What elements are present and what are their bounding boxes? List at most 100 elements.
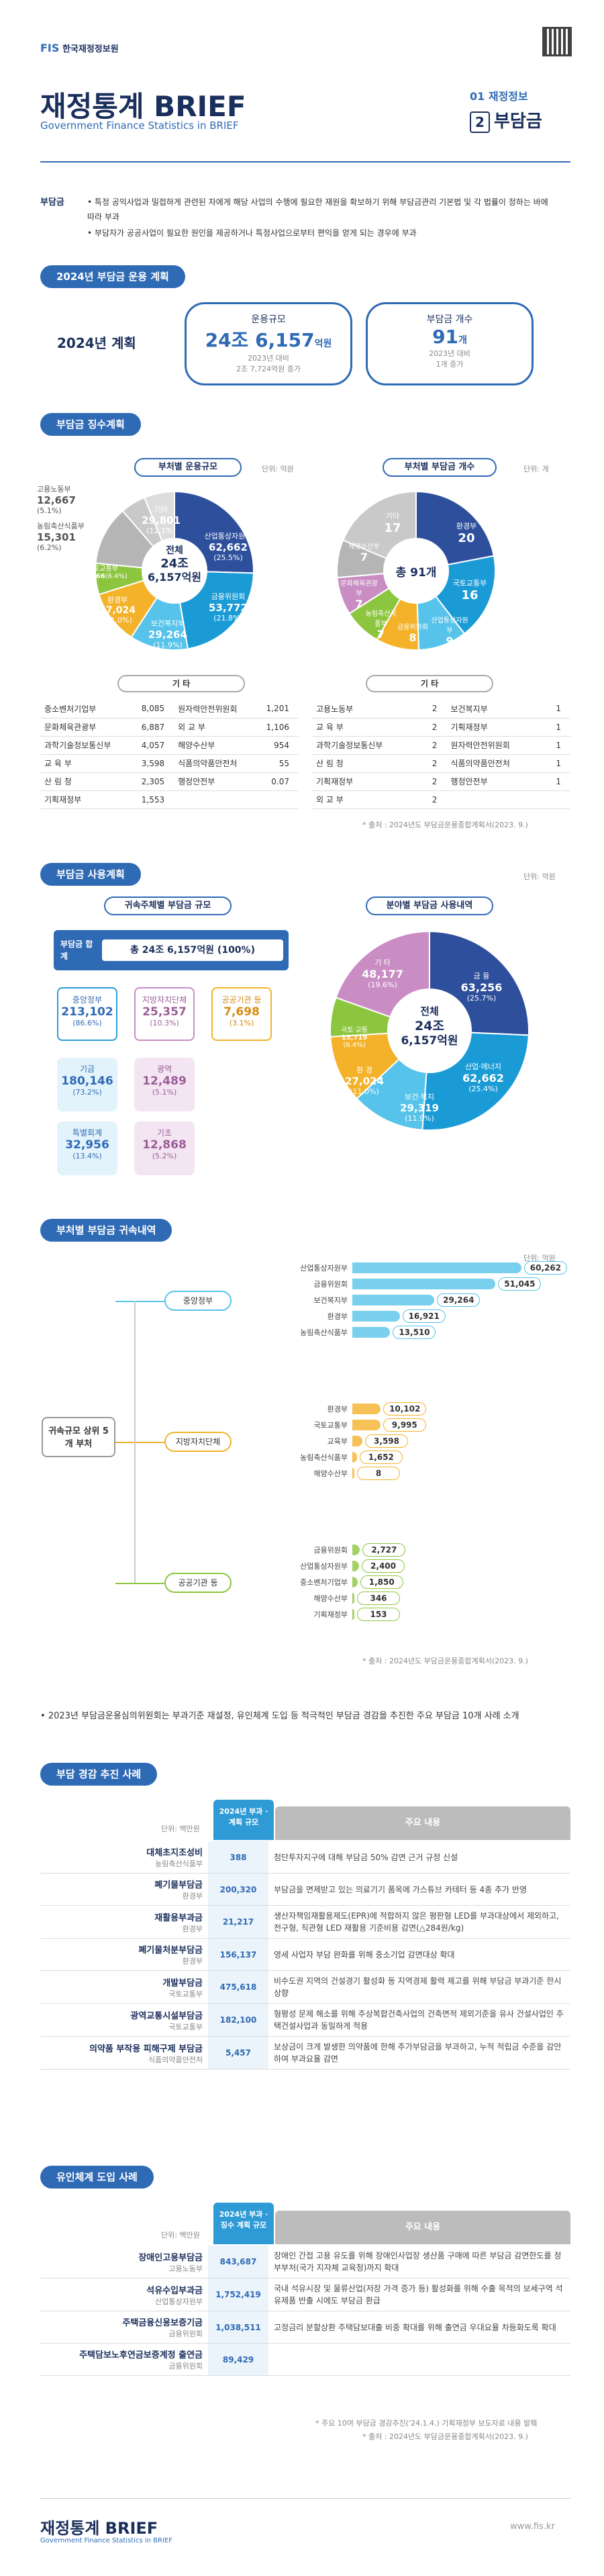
ministry-group-label: 지방자치단체 (164, 1432, 232, 1452)
etc-table-row: 과학기술정보통신부 2 원자력안전위원회 1 (312, 736, 570, 755)
case-value: 21,217 (208, 1905, 268, 1939)
case-name: 의약품 부작용 피해구제 부담금 식품의약품안전처 (40, 2036, 208, 2070)
case-ministry: 금융위원회 (168, 2362, 203, 2371)
etc-table-cell: 기획재정부 (312, 772, 420, 791)
plan-scale-label: 운용규모 (251, 314, 286, 325)
org-logo: FIS 한국재정정보원 (40, 42, 119, 54)
etc-table-row: 문화체육관광부 6,887 외 교 부 1,106 (40, 718, 299, 737)
ministry-bar (352, 1609, 354, 1620)
case-ministry: 국토교통부 (168, 2022, 203, 2031)
case-name: 주택금융신용보증기금 금융위원회 (40, 2311, 208, 2344)
ministry-bar (352, 1452, 357, 1463)
collection-right-unit: 단위: 개 (523, 465, 549, 473)
etc-table-cell: 2 (419, 772, 447, 791)
case-value: 388 (208, 1841, 268, 1874)
left-pie-slice (179, 571, 254, 650)
case-name: 재활용부과금 환경부 (40, 1905, 208, 1939)
left-etc-table: 중소벤처기업부 8,085 원자력안전위원회 1,201 문화체육관광부 6,887 외 교… (40, 700, 299, 809)
left-label-land: 국토교통부 15,666(6.4%) (79, 565, 128, 580)
ministry-bar-value: 2,727 (362, 1543, 406, 1557)
right-pie-center: 총 91개 (395, 566, 437, 580)
case-ministry: 환경부 (182, 1924, 203, 1933)
usage-donut-slice (429, 930, 530, 1036)
ministry-bar-label: 농림축산식품부 (300, 1328, 348, 1337)
etc-table-cell: 산 림 청 (40, 772, 130, 791)
etc-table-cell: 0.07 (254, 772, 299, 791)
etc-table-cell: 고용노동부 (312, 700, 420, 719)
ministry-bar-value: 60,262 (523, 1261, 567, 1275)
page-title: 재정통계 BRIEF (40, 90, 246, 123)
case-desc: 생산자책임재활용제도(EPR)에 적합하지 않은 평판형 LED를 부과대상에서… (268, 1905, 570, 1939)
etc-table-cell: 외 교 부 (174, 718, 255, 737)
incentive-source: * 출처 : 2024년도 부담금운용종합계획서(2023. 9.) (362, 2432, 528, 2441)
right-label-culture: 문화체육관광부 7 (340, 580, 378, 610)
usage-public-box: 공공기관 등 7,698 (3.1%) (211, 987, 272, 1041)
donut-label-welfare: 보건·복지 29,319 (11.9%) (400, 1093, 439, 1123)
section-ministry-title: 부처별 부담금 귀속내역 (40, 1219, 172, 1242)
case-name: 폐기물부담금 환경부 (40, 1873, 208, 1906)
case-row: 의약품 부작용 피해구제 부담금 식품의약품안전처 5,457 보상금이 크게 발생한… (40, 2036, 570, 2070)
collection-right-pie (336, 490, 496, 651)
case-name: 대체초지조성비 농림축산식품부 (40, 1841, 208, 1874)
ministry-group-label: 중앙정부 (164, 1291, 232, 1311)
case-row: 주택담보노후연금보증계정 출연금 금융위원회 89,429 (40, 2343, 570, 2376)
case-ministry: 환경부 (182, 1957, 203, 1966)
etc-table-cell: 산 림 청 (312, 754, 420, 773)
etc-table-cell: 1 (544, 718, 570, 737)
case-row: 재활용부과금 환경부 21,217 생산자책임재활용제도(EPR)에 적합하지 않은 … (40, 1905, 570, 1939)
ministry-bar (352, 1593, 354, 1604)
etc-table-cell: 보건복지부 (446, 700, 544, 719)
ministry-bar-label: 환경부 (327, 1405, 348, 1414)
case-ministry: 농림축산식품부 (155, 1859, 203, 1868)
plan-scale-note: 2023년 대비 2조 7,724억원 증가 (236, 354, 301, 373)
case-value: 182,100 (208, 2003, 268, 2037)
footer-url-link[interactable]: www.fis.kr (510, 2522, 555, 2532)
etc-table-cell (174, 790, 255, 809)
case-ministry: 환경부 (182, 1892, 203, 1900)
usage-right-title: 분야별 부담금 사용내역 (366, 896, 493, 915)
usage-unit: 단위: 억원 (523, 872, 556, 881)
right-label-agri: 농림축산식품부 7 (365, 610, 397, 641)
right-label-environment: 환경부 20 (456, 522, 477, 545)
etc-table-cell (446, 790, 544, 809)
incentive-col-desc: 주요 내용 (275, 2211, 570, 2244)
etc-table-cell: 55 (254, 754, 299, 773)
plan-count-card: 부담금 개수 91개 2023년 대비 1개 증가 (366, 302, 534, 385)
etc-table-cell: 1 (544, 772, 570, 791)
case-value: 1,038,511 (208, 2311, 268, 2344)
etc-table-cell: 954 (254, 736, 299, 755)
ministry-bar (352, 1295, 435, 1305)
ministry-bar-value: 16,921 (402, 1309, 446, 1323)
etc-table-cell: 6,887 (130, 718, 174, 737)
reduction-unit: 단위: 백만원 (161, 1825, 200, 1833)
left-label-finance: 금융위원회 53,772 (21.8%) (209, 592, 248, 623)
case-value: 89,429 (208, 2343, 268, 2376)
plan-count-value: 91개 (432, 326, 467, 348)
issue-title: 부담금 (494, 111, 542, 132)
case-name: 주택담보노후연금보증계정 출연금 금융위원회 (40, 2343, 208, 2376)
left-pie-slice (143, 490, 175, 542)
usage-special-box: 특별회계 32,956 (13.4%) (57, 1121, 117, 1175)
collection-left-pie (95, 490, 254, 651)
ministry-bar (352, 1262, 521, 1273)
reduction-table: 대체초지조성비 농림축산식품부 388 첨단투자지구에 대해 부담금 50% 감면 근… (40, 1841, 570, 2070)
incentive-footnote: * 주요 10여 부담금 경감추진('24.1.4.) 기획재정부 보도자료 내… (315, 2419, 538, 2428)
etc-table-cell: 8,085 (130, 700, 174, 719)
header-divider (40, 161, 570, 163)
ministry-bar-label: 해양수산부 (313, 1594, 348, 1603)
usage-left-title: 귀속주체별 부담금 규모 (104, 896, 232, 915)
case-value: 475,618 (208, 1970, 268, 2004)
etc-table-cell: 외 교 부 (312, 790, 420, 809)
section-usage-title: 부담금 사용계획 (40, 863, 141, 886)
case-desc: 첨단투자지구에 대해 부담금 50% 감면 근거 규정 신설 (268, 1841, 570, 1874)
usage-total-box: 부담금 합계 총 24조 6,157억원 (100%) (54, 930, 289, 970)
ministry-bar-value: 51,045 (498, 1277, 542, 1291)
case-row: 대체초지조성비 농림축산식품부 388 첨단투자지구에 대해 부담금 50% 감면 근… (40, 1841, 570, 1874)
ministry-bar (352, 1468, 354, 1479)
usage-donut (330, 930, 530, 1131)
ministry-bar (352, 1311, 400, 1322)
etc-table-row: 교 육 부 3,598 식품의약품안전처 55 (40, 754, 299, 773)
ministry-bar-label: 금융위원회 (313, 1280, 348, 1289)
etc-table-cell: 교 육 부 (40, 754, 130, 773)
